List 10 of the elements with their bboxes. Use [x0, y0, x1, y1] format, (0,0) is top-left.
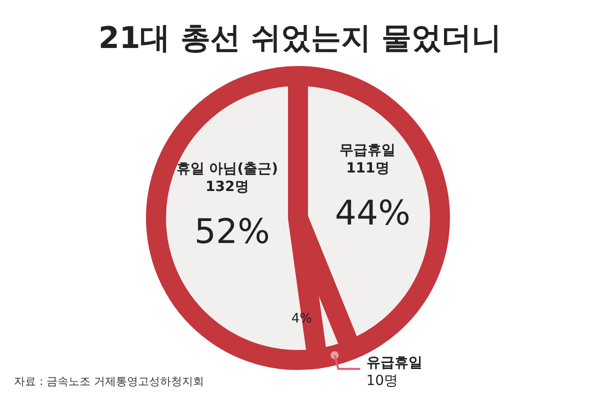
title: 21대 총선 쉬었는지 물었더니 — [98, 21, 502, 56]
label: 무급휴일 — [340, 142, 396, 158]
label: 유급휴일 — [366, 354, 422, 371]
annotation: 자료 : 금속노조 거제통영고성하청지회 — [14, 375, 204, 388]
label: 111명 — [346, 160, 390, 176]
label: 132명 — [206, 178, 249, 195]
label: 44% — [334, 193, 410, 234]
label: 10명 — [366, 372, 398, 389]
label: 52% — [194, 212, 270, 252]
label: 휴일 아님(출근) — [176, 160, 278, 177]
